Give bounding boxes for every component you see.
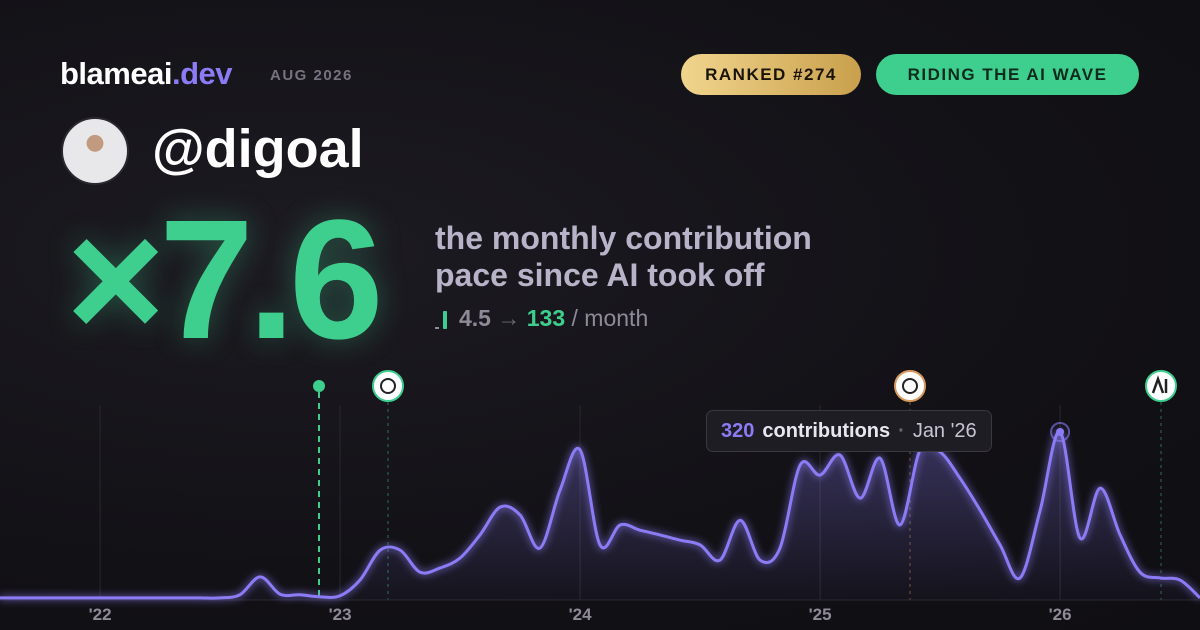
- line: [0, 430, 1200, 600]
- pace-before: 4.5: [459, 305, 491, 331]
- x-tick-label: '26: [1049, 605, 1072, 624]
- rank-badge: RANKED #274: [681, 54, 861, 95]
- x-tick-label: '24: [569, 605, 592, 624]
- highlight-dot: [1056, 428, 1065, 436]
- multiplier: ×7.6: [66, 185, 384, 375]
- brand: blameai.dev: [60, 56, 232, 92]
- pace-after: 133: [526, 305, 566, 331]
- event-icon-glyph: [1151, 375, 1168, 394]
- x-tick-label: '25: [809, 605, 832, 624]
- event-markers: [313, 370, 1177, 600]
- event-dot: [313, 380, 325, 392]
- wave-badge: RIDING THE AI WAVE: [876, 54, 1139, 95]
- highlight-ring: [1050, 422, 1071, 442]
- brand-tld: .dev: [171, 56, 233, 91]
- event-icon: [894, 370, 926, 402]
- event-icon-glyph: [902, 378, 918, 394]
- pace: 4.5 → 133 / month: [435, 305, 648, 332]
- x-tick-label: '22: [89, 605, 112, 624]
- avatar: [61, 117, 129, 185]
- tooltip-value: 320: [721, 420, 755, 442]
- date: AUG 2026: [270, 67, 353, 84]
- handle: @digoal: [152, 119, 364, 179]
- description: the monthly contribution: [435, 220, 812, 256]
- pace-arrow: →: [497, 305, 521, 331]
- description: pace since AI took off: [435, 257, 765, 293]
- x-tick-label: '23: [329, 605, 352, 624]
- tooltip-label: Jan '26: [912, 420, 977, 442]
- pace-icon: [435, 309, 449, 329]
- area: [0, 431, 1200, 600]
- event-icon-glyph: [380, 378, 396, 394]
- tooltip-series: contributions: [762, 420, 891, 442]
- brand-name: blameai: [60, 56, 172, 91]
- event-icon: [372, 370, 404, 402]
- tooltip: 320 contributions · Jan '26: [706, 410, 992, 452]
- pace-unit: / month: [571, 305, 649, 331]
